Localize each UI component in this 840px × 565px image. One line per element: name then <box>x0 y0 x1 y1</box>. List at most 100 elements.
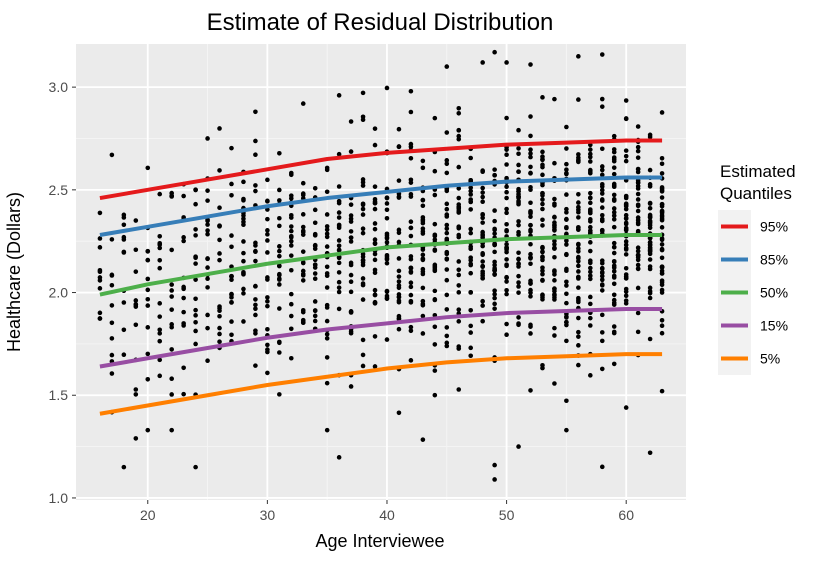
data-point <box>348 384 354 389</box>
data-point <box>229 292 234 298</box>
data-point <box>432 264 438 269</box>
data-point <box>396 326 402 332</box>
data-point <box>576 207 581 213</box>
data-point <box>588 147 593 152</box>
data-point <box>468 290 474 295</box>
data-point <box>277 392 282 397</box>
data-point <box>492 259 497 265</box>
data-point <box>444 226 450 231</box>
data-point <box>265 250 270 255</box>
data-point <box>336 260 342 266</box>
data-point <box>348 229 354 234</box>
data-point <box>599 260 605 266</box>
data-point <box>372 206 378 212</box>
data-point <box>300 308 306 313</box>
data-point <box>611 192 617 198</box>
data-point <box>205 325 210 331</box>
data-point <box>277 198 282 203</box>
data-point <box>396 410 402 416</box>
data-point <box>157 257 163 263</box>
data-point <box>564 252 569 258</box>
data-point <box>552 96 557 102</box>
data-point <box>408 141 414 147</box>
data-point <box>145 165 151 171</box>
data-point <box>623 215 629 221</box>
data-point <box>504 274 509 280</box>
data-point <box>265 295 270 300</box>
data-point <box>432 288 438 294</box>
data-point <box>635 144 641 150</box>
y-axis-title: Healthcare (Dollars) <box>4 192 24 352</box>
data-point <box>647 214 653 220</box>
data-point <box>408 269 414 274</box>
data-point <box>540 172 545 178</box>
data-point <box>336 93 342 98</box>
data-point <box>324 302 330 308</box>
data-point <box>504 263 509 269</box>
data-point <box>193 464 198 470</box>
data-point <box>253 283 258 289</box>
data-point <box>504 162 509 167</box>
data-point <box>324 427 330 433</box>
data-point <box>635 124 641 129</box>
data-point <box>217 331 222 337</box>
data-point <box>205 198 210 203</box>
data-point <box>444 222 450 228</box>
data-point <box>623 289 629 294</box>
data-point <box>97 268 103 273</box>
data-point <box>324 355 330 360</box>
data-point <box>623 194 629 199</box>
data-point <box>288 196 294 201</box>
data-point <box>456 186 462 191</box>
data-point <box>444 237 450 243</box>
data-point <box>360 183 366 188</box>
data-point <box>145 351 151 357</box>
data-point <box>181 365 186 371</box>
legend-label: 95% <box>760 219 788 235</box>
data-point <box>253 363 258 368</box>
data-point <box>588 240 593 245</box>
data-point <box>599 212 605 218</box>
data-point <box>516 322 521 328</box>
data-point <box>611 258 617 264</box>
data-point <box>312 186 318 191</box>
quantile-line-95pct <box>99 138 663 201</box>
data-point <box>432 392 438 398</box>
data-point <box>241 213 246 218</box>
data-point <box>253 302 258 308</box>
data-point <box>647 134 653 140</box>
data-point <box>659 330 665 336</box>
data-point <box>611 171 617 177</box>
data-point <box>324 189 330 195</box>
data-point <box>504 291 509 297</box>
data-point <box>659 242 665 247</box>
data-point <box>372 142 378 148</box>
data-point <box>456 283 462 288</box>
data-point <box>611 273 617 279</box>
data-point <box>121 212 127 218</box>
data-point <box>540 365 545 371</box>
data-point <box>253 183 258 188</box>
data-point <box>253 249 258 254</box>
data-point <box>372 267 378 273</box>
data-point <box>504 228 509 234</box>
data-point <box>288 267 294 273</box>
data-point <box>360 90 366 96</box>
data-point <box>336 248 342 253</box>
data-point <box>348 216 354 222</box>
data-point <box>564 242 569 247</box>
y-tick-label: 1.0 <box>49 490 69 506</box>
data-point <box>647 184 653 189</box>
data-point <box>492 301 497 307</box>
data-point <box>564 210 569 215</box>
data-point <box>372 364 378 369</box>
data-point <box>372 221 378 226</box>
data-point <box>564 192 569 197</box>
data-point <box>384 295 390 301</box>
data-point <box>599 464 605 470</box>
data-point <box>540 164 545 170</box>
data-point <box>288 235 294 240</box>
data-point <box>528 278 533 284</box>
data-point <box>217 257 222 263</box>
data-point <box>217 305 222 311</box>
